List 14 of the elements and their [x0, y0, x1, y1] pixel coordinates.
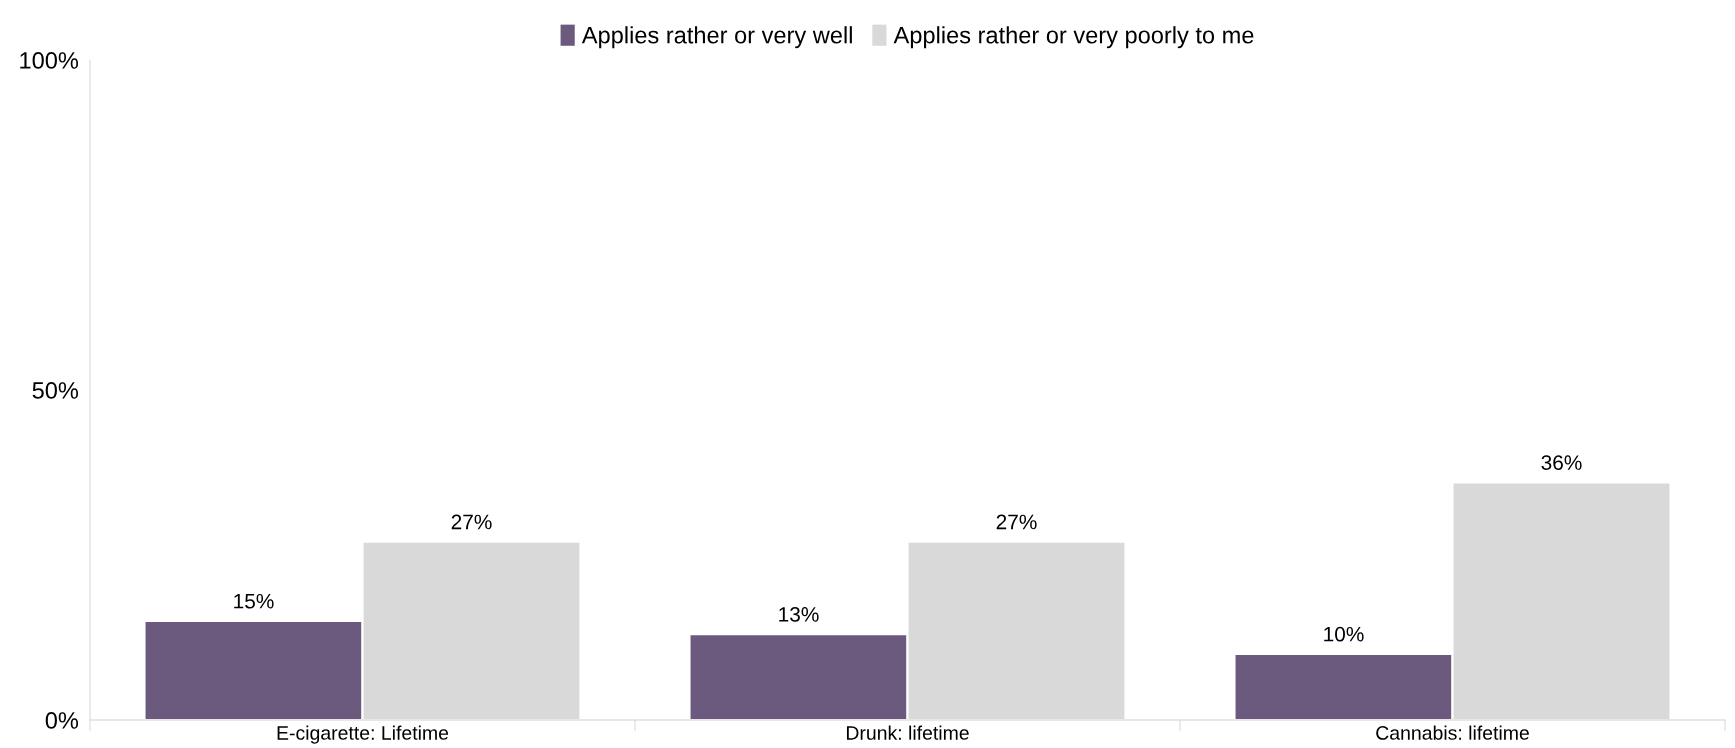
- y-tick-label: 0%: [45, 712, 79, 729]
- y-tick-label: 50%: [32, 382, 79, 399]
- x-tick-label: E-cigarette: Lifetime: [277, 725, 449, 744]
- data-label: 13%: [779, 607, 819, 622]
- y-tick-label: 100%: [20, 52, 79, 69]
- data-label: 15%: [234, 593, 274, 609]
- data-label: 36%: [1541, 455, 1582, 470]
- x-tick-label: Drunk: lifetime: [846, 725, 969, 740]
- x-tick-label: Cannabis: lifetime: [1376, 725, 1529, 740]
- data-label: 27%: [996, 514, 1037, 530]
- data-label: 10%: [1324, 626, 1364, 642]
- data-label: 27%: [451, 514, 492, 530]
- legend-label: Applies rather or very poorly to me: [893, 26, 1254, 49]
- legend-label: Applies rather or very well: [581, 26, 852, 49]
